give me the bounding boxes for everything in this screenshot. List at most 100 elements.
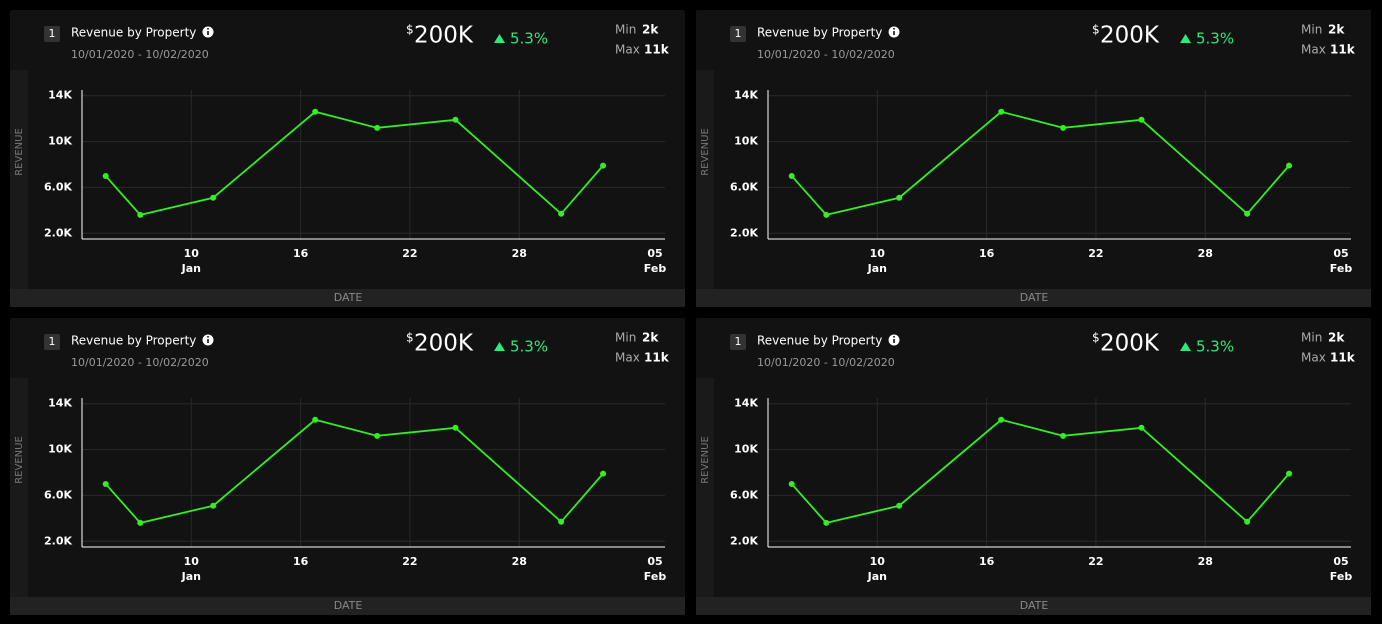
x-label-strip: [10, 289, 685, 307]
x-axis-label: DATE: [1020, 599, 1049, 612]
badge-text: 1: [49, 335, 56, 348]
x-axis-label: DATE: [334, 291, 363, 304]
chart-title: Revenue by Property: [71, 334, 196, 348]
chart-subtitle: 10/01/2020 - 10/02/2020: [757, 356, 895, 369]
kpi-value: 200K: [1100, 23, 1160, 49]
x-axis-label: DATE: [1020, 291, 1049, 304]
chart-card: 1 Revenue by Property 10/01/2020 - 10/02/2…: [696, 318, 1371, 615]
chart-subtitle: 10/01/2020 - 10/02/2020: [757, 48, 895, 61]
change-arrow: [1180, 34, 1191, 43]
x-tick-label: 05: [1333, 247, 1348, 260]
x-tick-label: 16: [979, 247, 995, 260]
x-tick-label: 10: [870, 555, 886, 568]
min-label: Min: [1301, 23, 1322, 37]
data-point: [137, 519, 144, 526]
change-arrow: [494, 34, 505, 43]
data-point: [1060, 124, 1067, 131]
y-tick-label: 14K: [48, 397, 72, 410]
min-label: Min: [615, 23, 636, 37]
x-tick-label: 05: [1333, 555, 1348, 568]
data-point: [210, 502, 217, 509]
y-tick-label: 2.0K: [44, 534, 72, 547]
chart-title: Revenue by Property: [757, 334, 882, 348]
y-axis-label: REVENUE: [14, 128, 25, 176]
chart-title: Revenue by Property: [71, 26, 196, 40]
x-tick-month: Jan: [181, 570, 201, 583]
change-value: 5.3%: [1196, 338, 1234, 356]
x-tick-label: 22: [1088, 555, 1103, 568]
y-tick-label: 14K: [734, 89, 758, 102]
min-label: Min: [1301, 331, 1322, 345]
info-icon-dot: [207, 336, 209, 338]
x-tick-month: Feb: [644, 262, 667, 275]
x-tick-month: Jan: [181, 262, 201, 275]
max-label: Max: [615, 351, 640, 365]
x-tick-label: 28: [512, 247, 527, 260]
chart-card: 1 Revenue by Property 10/01/2020 - 10/02/2…: [10, 10, 685, 307]
max-label: Max: [1301, 351, 1326, 365]
data-point: [788, 172, 795, 179]
data-point: [823, 211, 830, 218]
min-value: 2k: [642, 331, 659, 345]
y-tick-label: 2.0K: [44, 226, 72, 239]
data-point: [1286, 470, 1293, 477]
data-point: [823, 519, 830, 526]
x-tick-label: 22: [402, 247, 417, 260]
card-background: [10, 318, 685, 615]
data-point: [558, 518, 565, 525]
badge-text: 1: [49, 27, 56, 40]
y-label-strip: [696, 378, 714, 597]
x-label-strip: [10, 597, 685, 615]
data-point: [1286, 162, 1293, 169]
info-icon-dot: [207, 28, 209, 30]
kpi-value: 200K: [1100, 331, 1160, 357]
data-point: [600, 470, 607, 477]
badge-text: 1: [735, 27, 742, 40]
card-background: [10, 10, 685, 307]
y-tick-label: 10K: [48, 135, 72, 148]
data-point: [558, 210, 565, 217]
x-tick-label: 28: [1198, 555, 1213, 568]
y-axis-label: REVENUE: [700, 436, 711, 484]
badge: [730, 334, 746, 350]
badge: [44, 334, 60, 350]
y-tick-label: 10K: [734, 135, 758, 148]
change-arrow: [1180, 342, 1191, 351]
data-point: [998, 108, 1005, 115]
x-tick-label: 16: [979, 555, 995, 568]
data-point: [137, 211, 144, 218]
max-label: Max: [1301, 43, 1326, 57]
data-point: [600, 162, 607, 169]
x-tick-month: Jan: [867, 570, 887, 583]
x-axis-label: DATE: [334, 599, 363, 612]
x-tick-label: 28: [1198, 247, 1213, 260]
series-line: [105, 418, 604, 524]
info-icon-dot: [893, 28, 895, 30]
data-point: [312, 108, 319, 115]
max-value: 11k: [1330, 43, 1356, 57]
x-tick-label: 28: [512, 555, 527, 568]
data-point: [102, 172, 109, 179]
info-icon-bar: [207, 31, 209, 35]
data-point: [102, 480, 109, 487]
min-value: 2k: [642, 23, 659, 37]
chart-title: Revenue by Property: [757, 26, 882, 40]
kpi-currency: $: [1092, 23, 1100, 37]
change-value: 5.3%: [510, 30, 548, 48]
info-icon-bar: [893, 31, 895, 35]
min-value: 2k: [1328, 23, 1345, 37]
series-line: [791, 418, 1290, 524]
y-tick-label: 6.0K: [44, 180, 72, 193]
x-tick-label: 16: [293, 555, 309, 568]
y-tick-label: 2.0K: [730, 534, 758, 547]
x-tick-label: 16: [293, 247, 309, 260]
y-axis-label: REVENUE: [14, 436, 25, 484]
kpi-currency: $: [406, 23, 414, 37]
data-point: [788, 480, 795, 487]
max-value: 11k: [644, 43, 670, 57]
x-tick-label: 10: [184, 555, 200, 568]
badge: [730, 26, 746, 42]
kpi-currency: $: [406, 331, 414, 345]
y-label-strip: [10, 378, 28, 597]
chart-subtitle: 10/01/2020 - 10/02/2020: [71, 356, 209, 369]
